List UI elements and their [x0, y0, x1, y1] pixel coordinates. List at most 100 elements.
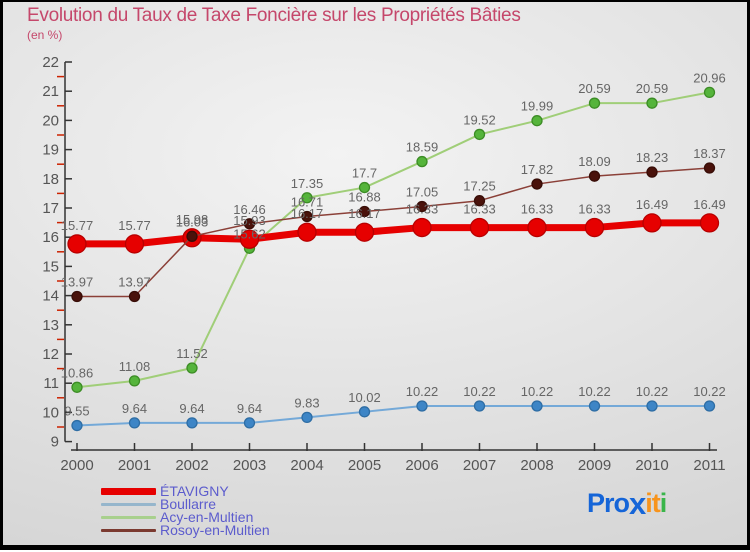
- x-tick-label: 2007: [463, 457, 496, 474]
- point-label: 19.99: [521, 99, 554, 114]
- data-point: [703, 400, 716, 412]
- data-point: [71, 290, 83, 303]
- legend-item-etavigny: ÉTAVIGNY: [101, 483, 270, 499]
- point-label: 16.49: [636, 197, 669, 212]
- legend-item-rosoy-en-multien: Rosoy-en-Multien: [101, 523, 270, 537]
- point-label: 19.52: [463, 112, 496, 127]
- data-point: [416, 200, 428, 213]
- point-label: 16.71: [291, 194, 324, 209]
- data-point: [473, 128, 486, 141]
- y-tick-label: 10: [42, 404, 59, 421]
- data-point: [239, 229, 260, 249]
- point-label: 15.62: [233, 226, 266, 241]
- line-chart: 9 10 11 12 13 14 15 16 17 18 19 20 21 22 2000 2001 2002 2…: [42, 54, 726, 474]
- point-label: 17.25: [463, 179, 496, 194]
- x-tick-label: 2000: [60, 457, 93, 474]
- y-tick-label: 21: [42, 83, 59, 100]
- logo-letter: Pro: [587, 488, 630, 518]
- data-point: [469, 217, 490, 238]
- y-tick-label: 17: [42, 200, 59, 217]
- point-label: 18.09: [578, 154, 611, 169]
- point-label: 15.77: [118, 218, 151, 233]
- legend-item-acy-en-multien: Acy-en-Multien: [101, 509, 270, 525]
- data-point: [301, 210, 313, 223]
- point-label: 9.83: [294, 395, 319, 410]
- point-label: 17.82: [521, 162, 554, 177]
- point-label: 13.97: [61, 274, 94, 289]
- data-point: [412, 217, 432, 238]
- point-label: 17.7: [352, 166, 377, 181]
- y-tick-label: 19: [42, 142, 59, 159]
- point-label: 10.22: [636, 384, 669, 399]
- data-point: [186, 230, 198, 242]
- data-point: [646, 400, 658, 412]
- legend-swatch-acy-en-multien: [101, 516, 156, 519]
- legend: ÉTAVIGNY Boullarre Acy-en-Multien Rosoy-…: [101, 483, 270, 537]
- logo-letter: i: [645, 488, 652, 518]
- point-label: 10.22: [406, 384, 439, 399]
- point-label: 9.64: [237, 401, 262, 416]
- y-tick-label: 13: [42, 317, 59, 334]
- point-label: 15.77: [61, 218, 94, 233]
- point-label: 16.33: [578, 202, 611, 217]
- x-tick-label: 2011: [693, 457, 725, 474]
- point-label: 16.33: [521, 202, 554, 217]
- x-tick-label: 2010: [635, 457, 668, 474]
- data-point: [243, 218, 256, 230]
- proxiti-logo: Proxiti: [587, 488, 667, 519]
- legend-label: ÉTAVIGNY: [160, 483, 229, 499]
- data-point: [67, 234, 87, 254]
- point-label: 17.05: [406, 185, 439, 200]
- data-point: [243, 417, 256, 429]
- point-label: 16.46: [233, 202, 266, 217]
- data-point: [186, 362, 198, 374]
- data-point: [354, 222, 375, 242]
- legend-label: Acy-en-Multien: [160, 509, 254, 525]
- data-point: [531, 178, 543, 190]
- legend-swatch-boullarre: [101, 503, 156, 506]
- data-point: [531, 115, 543, 127]
- data-point: [527, 217, 547, 238]
- point-label: 18.59: [406, 140, 439, 155]
- point-label: 16.17: [291, 206, 324, 221]
- chart-subtitle: (en %): [27, 28, 63, 42]
- logo-letter: t: [651, 488, 661, 518]
- data-point: [297, 222, 317, 242]
- point-label: 18.37: [693, 146, 726, 161]
- point-label: 16.49: [693, 197, 726, 212]
- point-label: 18.23: [636, 150, 669, 165]
- data-point: [703, 86, 716, 99]
- point-label: 15.93: [233, 213, 266, 228]
- data-point: [531, 400, 543, 412]
- data-point: [588, 97, 601, 109]
- y-tick-label: 11: [43, 375, 59, 392]
- point-label: 10.22: [693, 384, 726, 399]
- point-label: 16.33: [406, 202, 439, 217]
- y-tick-label: 16: [42, 229, 59, 246]
- data-point: [128, 375, 141, 387]
- data-point: [642, 213, 662, 233]
- x-tick-label: 2001: [118, 457, 151, 474]
- data-point: [358, 181, 371, 194]
- logo-letter: i: [659, 488, 667, 518]
- x-tick-label: 2005: [348, 457, 381, 474]
- data-point: [186, 417, 198, 429]
- point-label: 16.17: [348, 206, 381, 221]
- data-point: [301, 411, 313, 424]
- x-tick-label: 2008: [520, 457, 553, 474]
- point-label: 13.97: [118, 274, 151, 289]
- data-point: [584, 217, 605, 238]
- legend-swatch-etavigny: [101, 488, 156, 495]
- data-point: [699, 213, 720, 233]
- y-tick-label: 15: [42, 258, 59, 275]
- point-label: 9.64: [179, 401, 204, 416]
- data-point: [71, 419, 83, 432]
- point-label: 10.22: [463, 384, 496, 399]
- point-label: 11.08: [119, 359, 151, 374]
- data-point: [473, 400, 486, 412]
- x-tick-label: 2002: [175, 457, 208, 474]
- data-point: [124, 234, 145, 254]
- data-point: [416, 155, 428, 168]
- point-label: 10.02: [348, 390, 381, 405]
- data-point: [128, 290, 141, 303]
